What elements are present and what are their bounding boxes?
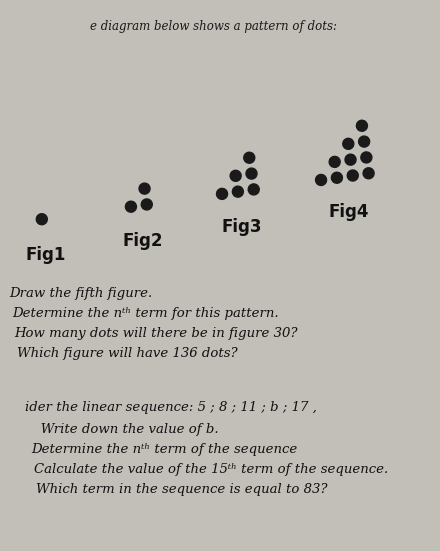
Circle shape: [216, 188, 227, 199]
Circle shape: [141, 199, 152, 210]
Circle shape: [230, 170, 241, 181]
Text: Write down the value of b.: Write down the value of b.: [28, 423, 219, 436]
Circle shape: [343, 138, 354, 149]
Text: e diagram below shows a pattern of dots:: e diagram below shows a pattern of dots:: [90, 20, 337, 34]
Circle shape: [331, 172, 342, 183]
Circle shape: [329, 156, 340, 168]
Text: Which term in the sequence is equal to 83?: Which term in the sequence is equal to 8…: [37, 483, 328, 495]
Text: Fig3: Fig3: [221, 218, 262, 236]
Circle shape: [356, 120, 367, 131]
Circle shape: [246, 168, 257, 179]
Circle shape: [244, 152, 255, 163]
Text: Determine the nᵗʰ term for this pattern.: Determine the nᵗʰ term for this pattern.: [12, 307, 279, 320]
Circle shape: [37, 214, 48, 225]
Circle shape: [248, 184, 259, 195]
Text: Determine the nᵗʰ term of the sequence: Determine the nᵗʰ term of the sequence: [31, 443, 297, 456]
Circle shape: [125, 201, 136, 212]
Circle shape: [359, 136, 370, 147]
Text: Which figure will have 136 dots?: Which figure will have 136 dots?: [17, 347, 238, 360]
Circle shape: [361, 152, 372, 163]
Text: Fig2: Fig2: [122, 233, 163, 250]
Circle shape: [347, 170, 358, 181]
Text: ider the linear sequence: 5 ; 8 ; 11 ; b ; 17 ,: ider the linear sequence: 5 ; 8 ; 11 ; b…: [25, 401, 317, 414]
Circle shape: [315, 175, 326, 186]
Circle shape: [363, 168, 374, 179]
Circle shape: [232, 186, 243, 197]
Circle shape: [139, 183, 150, 194]
Text: Fig1: Fig1: [26, 246, 66, 264]
Circle shape: [345, 154, 356, 165]
Text: Fig4: Fig4: [328, 203, 369, 222]
Text: Calculate the value of the 15ᵗʰ term of the sequence.: Calculate the value of the 15ᵗʰ term of …: [33, 463, 388, 476]
Text: Draw the fifth figure.: Draw the fifth figure.: [9, 288, 152, 300]
Text: How many dots will there be in figure 30?: How many dots will there be in figure 30…: [15, 327, 298, 340]
